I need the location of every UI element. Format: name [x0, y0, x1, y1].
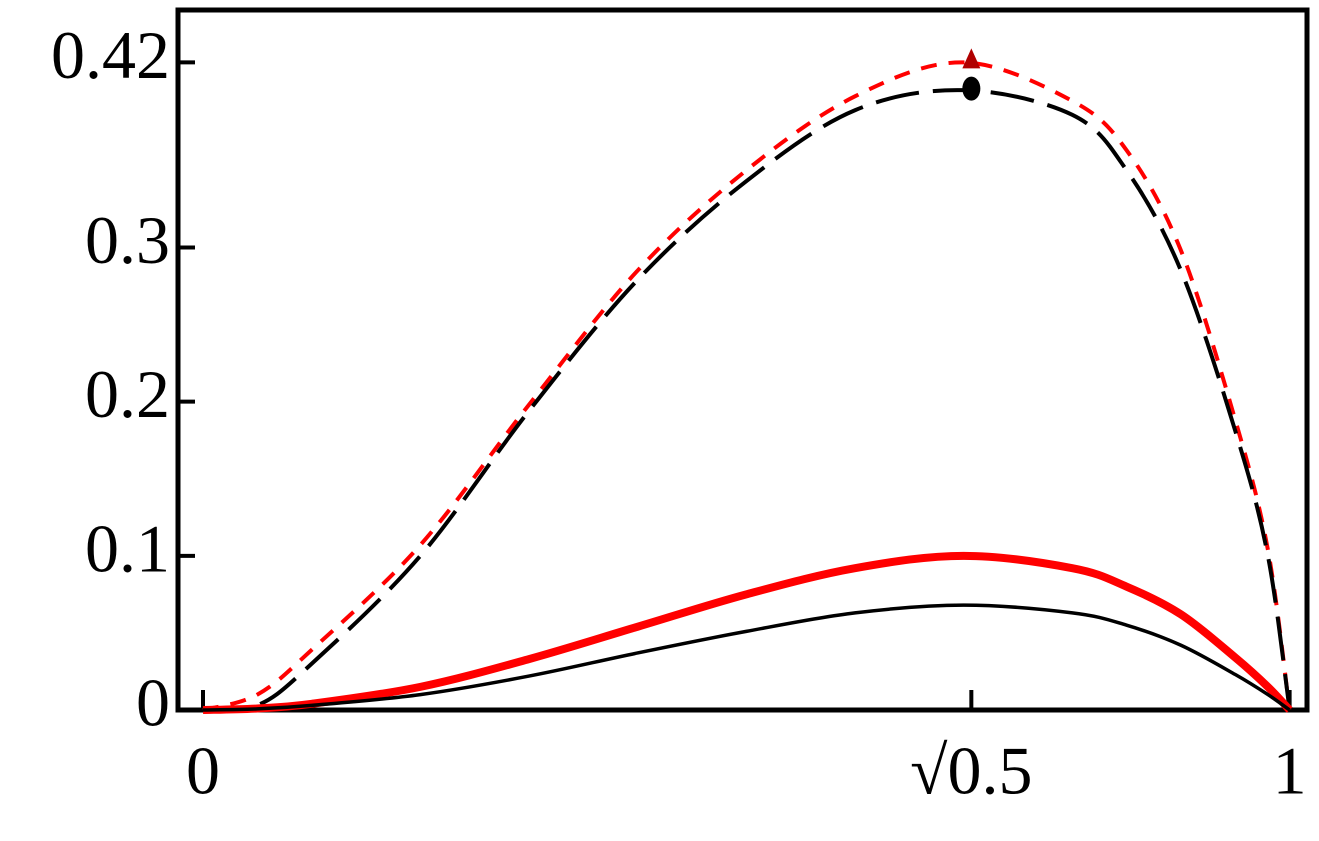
x-tick-label: 0 [186, 733, 220, 809]
series-line [202, 603, 1291, 712]
y-tick-label: 0 [136, 665, 170, 741]
x-tick-label: 1 [1273, 733, 1307, 809]
series-line [202, 551, 1293, 714]
series-line [202, 60, 1292, 712]
y-tick-label: 0.1 [85, 510, 170, 586]
y-tick-label: 0.3 [85, 202, 170, 278]
series-line [202, 88, 1292, 713]
plot-frame [175, 7, 1310, 713]
y-tick-label: 0.2 [85, 356, 170, 432]
y-tick-label: 0.42 [51, 17, 170, 93]
marker-triangle [962, 48, 981, 69]
x-tick-label: √0.5 [910, 733, 1032, 809]
marker-circle [962, 76, 981, 101]
